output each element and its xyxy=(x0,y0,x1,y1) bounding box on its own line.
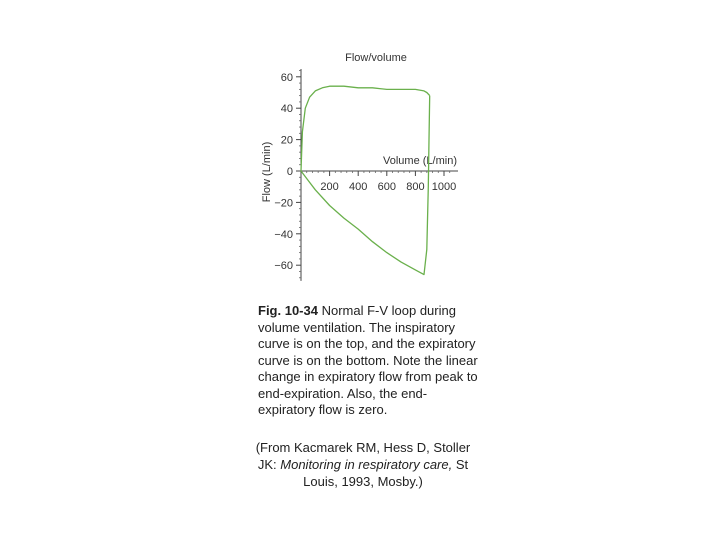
y-tick-label: 60 xyxy=(281,72,293,84)
y-tick-label: −40 xyxy=(274,229,293,241)
citation-authors: (From Kacmarek RM, Hess D, Stoller JK: xyxy=(255,440,471,472)
y-axis-label: Flow (L/min) xyxy=(261,142,273,203)
flow-volume-chart: Flow/volume Flow (L/min) Volume (L/min) … xyxy=(261,52,458,281)
x-tick-label: 600 xyxy=(378,181,396,193)
inspiratory-curve xyxy=(300,85,431,172)
figure-caption: Fig. 10-34 Normal F-V loop during volume… xyxy=(258,303,478,419)
axes xyxy=(300,68,458,281)
expiratory-curve xyxy=(300,95,431,276)
y-tick-label: 20 xyxy=(281,135,293,147)
y-tick-label: 0 xyxy=(287,166,293,178)
chart-title: Flow/volume xyxy=(345,52,407,64)
x-tick-label: 400 xyxy=(349,181,367,193)
y-tick-label: −60 xyxy=(274,260,293,272)
citation-title: Monitoring in respiratory care, xyxy=(280,457,453,472)
x-axis-label: Volume (L/min) xyxy=(383,155,457,167)
y-tick-label: −20 xyxy=(274,197,293,209)
source-citation: (From Kacmarek RM, Hess D, Stoller JK: M… xyxy=(248,439,478,490)
citation-publisher: St Louis, 1993, Mosby.) xyxy=(303,457,469,489)
x-tick-label: 800 xyxy=(406,181,424,193)
caption-text: Normal F-V loop during volume ventilatio… xyxy=(258,303,478,417)
x-tick-label: 200 xyxy=(320,181,338,193)
x-tick-label: 1000 xyxy=(432,181,456,193)
y-tick-label: 40 xyxy=(281,103,293,115)
data-series xyxy=(300,85,431,276)
figure-label: Fig. 10-34 xyxy=(258,303,318,318)
